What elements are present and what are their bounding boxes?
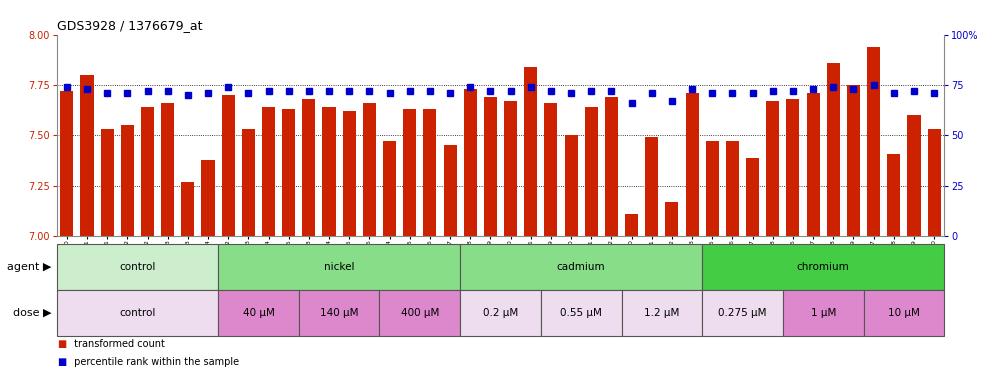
Text: chromium: chromium bbox=[797, 262, 850, 272]
Bar bbox=[57, 290, 218, 336]
Bar bbox=[706, 141, 719, 236]
Bar bbox=[766, 101, 779, 236]
Text: 40 μM: 40 μM bbox=[242, 308, 275, 318]
Text: dose ▶: dose ▶ bbox=[13, 308, 52, 318]
Text: percentile rank within the sample: percentile rank within the sample bbox=[71, 357, 239, 367]
Text: 140 μM: 140 μM bbox=[320, 308, 359, 318]
Bar bbox=[541, 290, 622, 336]
Bar bbox=[645, 137, 658, 236]
Bar bbox=[622, 290, 702, 336]
Text: 0.55 μM: 0.55 μM bbox=[560, 308, 603, 318]
Bar bbox=[787, 99, 800, 236]
Bar bbox=[161, 103, 174, 236]
Bar bbox=[262, 107, 275, 236]
Bar bbox=[783, 290, 864, 336]
Bar bbox=[460, 244, 702, 290]
Text: 1.2 μM: 1.2 μM bbox=[644, 308, 679, 318]
Bar bbox=[181, 182, 194, 236]
Bar bbox=[363, 103, 375, 236]
Text: ■: ■ bbox=[57, 339, 66, 349]
Bar bbox=[685, 93, 698, 236]
Bar bbox=[702, 290, 783, 336]
Text: 0.275 μM: 0.275 μM bbox=[718, 308, 767, 318]
Bar bbox=[242, 129, 255, 236]
Bar bbox=[585, 107, 598, 236]
Bar bbox=[57, 244, 218, 290]
Bar bbox=[927, 129, 940, 236]
Text: cadmium: cadmium bbox=[557, 262, 606, 272]
Bar bbox=[141, 107, 154, 236]
Bar bbox=[545, 103, 558, 236]
Bar bbox=[101, 129, 114, 236]
Bar bbox=[423, 109, 436, 236]
Text: control: control bbox=[120, 262, 155, 272]
Bar bbox=[282, 109, 295, 236]
Bar bbox=[484, 97, 497, 236]
Bar bbox=[201, 160, 214, 236]
Bar bbox=[218, 290, 299, 336]
Text: 10 μM: 10 μM bbox=[887, 308, 920, 318]
Bar bbox=[443, 146, 456, 236]
Bar bbox=[303, 99, 316, 236]
Text: 0.2 μM: 0.2 μM bbox=[483, 308, 518, 318]
Text: transformed count: transformed count bbox=[71, 339, 164, 349]
Bar bbox=[81, 75, 94, 236]
Bar bbox=[565, 136, 578, 236]
Bar bbox=[504, 101, 517, 236]
Bar bbox=[299, 290, 379, 336]
Bar bbox=[121, 125, 133, 236]
Bar bbox=[827, 63, 840, 236]
Bar bbox=[343, 111, 356, 236]
Bar bbox=[464, 89, 477, 236]
Bar bbox=[907, 115, 920, 236]
Bar bbox=[460, 290, 541, 336]
Bar bbox=[726, 141, 739, 236]
Text: GDS3928 / 1376679_at: GDS3928 / 1376679_at bbox=[57, 19, 202, 32]
Bar bbox=[605, 97, 618, 236]
Bar bbox=[403, 109, 416, 236]
Bar bbox=[379, 290, 460, 336]
Bar bbox=[702, 244, 944, 290]
Bar bbox=[524, 67, 537, 236]
Text: control: control bbox=[120, 308, 155, 318]
Bar bbox=[383, 141, 396, 236]
Bar bbox=[868, 47, 880, 236]
Text: 1 μM: 1 μM bbox=[811, 308, 836, 318]
Bar bbox=[323, 107, 336, 236]
Bar bbox=[61, 91, 74, 236]
Bar bbox=[847, 85, 860, 236]
Bar bbox=[222, 95, 235, 236]
Bar bbox=[746, 157, 759, 236]
Bar bbox=[625, 214, 638, 236]
Bar bbox=[665, 202, 678, 236]
Bar bbox=[218, 244, 460, 290]
Text: 400 μM: 400 μM bbox=[400, 308, 439, 318]
Bar bbox=[864, 290, 944, 336]
Bar bbox=[887, 154, 900, 236]
Text: ■: ■ bbox=[57, 357, 66, 367]
Bar bbox=[807, 93, 820, 236]
Text: nickel: nickel bbox=[324, 262, 355, 272]
Text: agent ▶: agent ▶ bbox=[7, 262, 52, 272]
